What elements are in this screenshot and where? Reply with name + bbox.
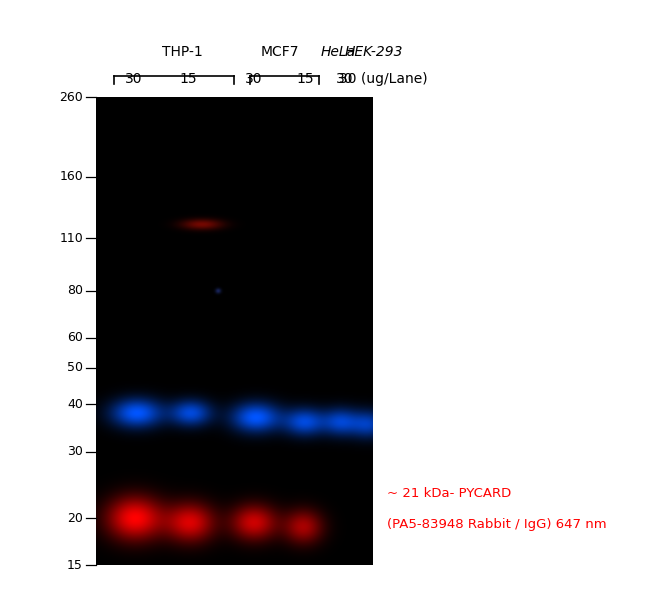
Text: 50: 50 (67, 361, 83, 374)
Text: 40: 40 (67, 398, 83, 411)
Text: 160: 160 (59, 171, 83, 183)
Text: HeLa: HeLa (320, 45, 356, 59)
Text: HEK-293: HEK-293 (344, 45, 403, 59)
Text: 15: 15 (67, 559, 83, 572)
Text: 15: 15 (296, 71, 315, 86)
Bar (96, 97, 373, 565)
Text: THP-1: THP-1 (162, 45, 202, 59)
Text: 260: 260 (59, 91, 83, 104)
Text: (PA5-83948 Rabbit / IgG) 647 nm: (PA5-83948 Rabbit / IgG) 647 nm (387, 518, 606, 531)
Text: 60: 60 (67, 332, 83, 345)
Text: 30: 30 (67, 445, 83, 458)
Text: 30: 30 (336, 71, 353, 86)
Text: ~ 21 kDa- PYCARD: ~ 21 kDa- PYCARD (387, 487, 511, 500)
Text: 30 (ug/Lane): 30 (ug/Lane) (339, 71, 428, 86)
Text: 15: 15 (179, 71, 198, 86)
Text: 110: 110 (59, 232, 83, 245)
Text: 30: 30 (245, 71, 262, 86)
Text: 20: 20 (67, 512, 83, 525)
Text: 80: 80 (67, 284, 83, 297)
Text: MCF7: MCF7 (260, 45, 299, 59)
Text: 30: 30 (125, 71, 142, 86)
